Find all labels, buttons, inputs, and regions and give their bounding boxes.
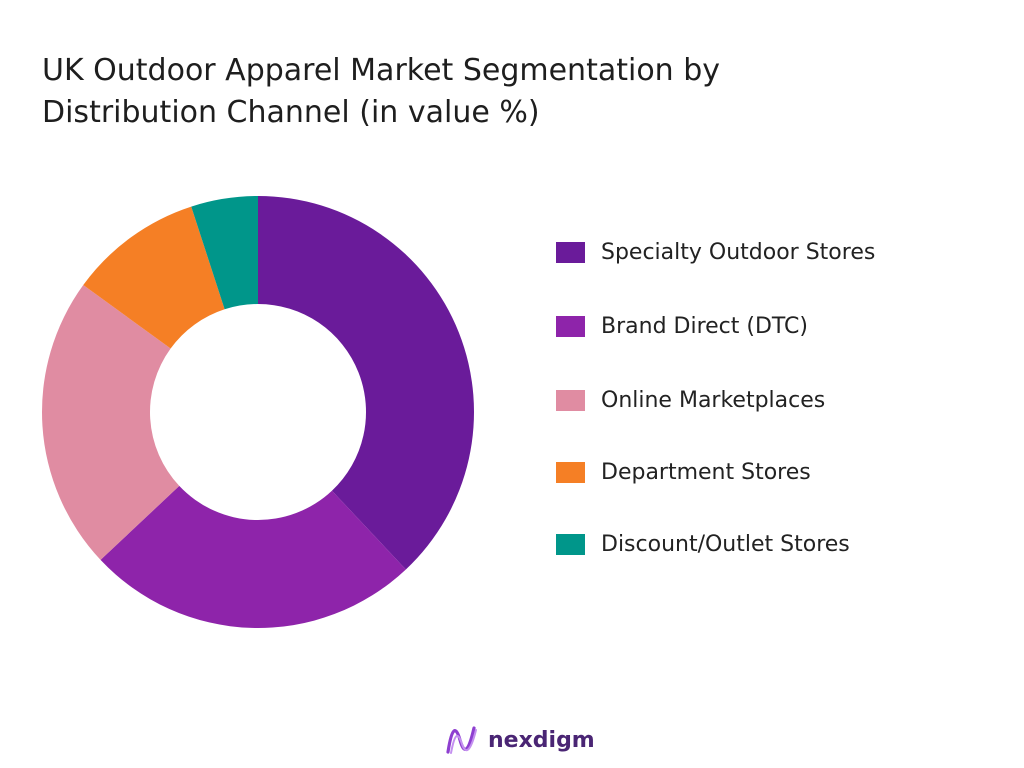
legend-item-online-marketplaces: Online Marketplaces bbox=[556, 387, 875, 413]
legend-label: Specialty Outdoor Stores bbox=[601, 239, 876, 265]
legend-swatch bbox=[556, 241, 585, 263]
legend-label: Brand Direct (DTC) bbox=[601, 313, 809, 339]
chart-title-line-2: Distribution Channel (in value %) bbox=[42, 95, 540, 130]
legend-item-brand-direct: Brand Direct (DTC) bbox=[556, 313, 875, 339]
legend-swatch bbox=[556, 533, 585, 555]
chart-legend: Specialty Outdoor Stores Brand Direct (D… bbox=[556, 240, 875, 606]
legend-swatch bbox=[556, 461, 585, 483]
chart-title-line-1: UK Outdoor Apparel Market Segmentation b… bbox=[42, 53, 721, 88]
brand-name: nexdigm bbox=[488, 727, 595, 753]
legend-label: Discount/Outlet Stores bbox=[601, 531, 850, 557]
legend-swatch bbox=[556, 315, 585, 337]
legend-item-discount-outlet-stores: Discount/Outlet Stores bbox=[556, 531, 875, 557]
chart-title: UK Outdoor Apparel Market Segmentation b… bbox=[42, 50, 902, 134]
legend-label: Online Marketplaces bbox=[601, 387, 826, 413]
brand-footer: nexdigm bbox=[444, 722, 595, 758]
legend-item-specialty-outdoor-stores: Specialty Outdoor Stores bbox=[556, 239, 876, 265]
legend-swatch bbox=[556, 389, 585, 411]
donut-slice-department-stores bbox=[83, 206, 225, 349]
donut-slice-discount-outlet-stores bbox=[191, 196, 258, 310]
nexdigm-logo-icon bbox=[446, 726, 477, 754]
legend-item-department-stores: Department Stores bbox=[556, 459, 875, 485]
donut-slice-brand-direct-dtc bbox=[100, 485, 406, 629]
donut-slice-specialty-outdoor-stores bbox=[258, 196, 474, 570]
legend-label: Department Stores bbox=[601, 459, 811, 485]
donut-slice-online-marketplaces bbox=[41, 285, 180, 560]
donut-chart bbox=[41, 196, 474, 629]
